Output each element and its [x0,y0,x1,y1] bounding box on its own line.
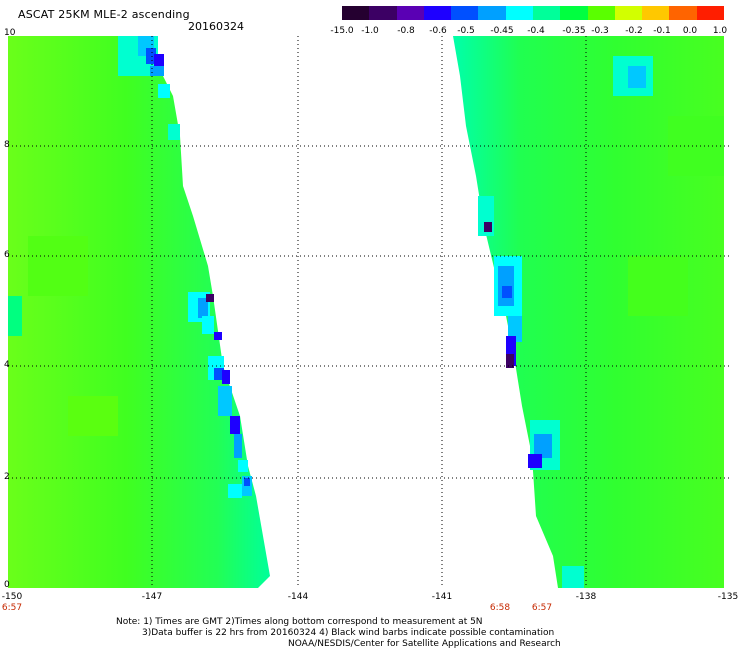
colorbar-swatch [423,6,452,20]
colorbar-labels: -15.0 -1.0 -0.8 -0.6 -0.5 -0.45 -0.4 -0.… [330,26,740,38]
left-swath [8,36,270,588]
colorbar-swatch [560,6,588,20]
lon-label: -141 [431,592,453,602]
right-swath-detail-cells [478,56,724,588]
right-swath [453,36,724,588]
colorbar-swatch [614,6,643,20]
colorbar-swatch [451,6,479,20]
colorbar-label: -0.45 [490,26,514,36]
colorbar-label: -0.4 [527,26,545,36]
colorbar-swatch [696,6,724,20]
colorbar-label: 1.0 [712,26,728,36]
lon-label: -138 [575,592,597,602]
colorbar-swatch [505,6,533,20]
colorbar-label: -0.3 [591,26,609,36]
colorbar-label: -0.1 [653,26,671,36]
colorbar-label: -0.5 [457,26,475,36]
lon-label: -150 [1,592,23,602]
colorbar-swatch [669,6,697,20]
colorbar-label: -15.0 [330,26,354,36]
lon-label: -144 [287,592,309,602]
colorbar-label: -0.8 [397,26,415,36]
lat-label: 8 [4,140,10,150]
pass-time: 6:57 [1,603,23,613]
pass-time: 6:57 [531,603,553,613]
lat-label: 6 [4,250,10,260]
plot-title: ASCAT 25KM MLE-2 ascending [18,8,190,21]
scatterometer-map [8,36,732,588]
lat-label: 10 [4,28,16,38]
lat-lon-grid [8,36,732,588]
colorbar-swatch [642,6,670,20]
colorbar-swatch [532,6,561,20]
colorbar-swatch [342,6,370,20]
footnote-line-1: Note: 1) Times are GMT 2)Times along bot… [116,617,483,627]
plot-date: 20160324 [188,20,244,33]
credit-line: NOAA/NESDIS/Center for Satellite Applica… [288,639,561,649]
colorbar-label: -0.2 [625,26,643,36]
lat-label: 0 [4,580,10,590]
left-swath-edge-cells [8,36,252,498]
lat-label: 2 [4,472,10,482]
footnote-line-2: 3)Data buffer is 22 hrs from 20160324 4)… [142,628,555,638]
colorbar-label: -1.0 [361,26,379,36]
colorbar-swatch [369,6,397,20]
colorbar-label: 0.0 [682,26,698,36]
colorbar-swatch [587,6,615,20]
lat-label: 4 [4,360,10,370]
lon-label: -135 [717,592,739,602]
pass-time: 6:58 [489,603,511,613]
lon-label: -147 [141,592,163,602]
colorbar-swatch [478,6,506,20]
colorbar-label: -0.6 [429,26,447,36]
colorbar [342,6,724,20]
colorbar-swatch [396,6,424,20]
colorbar-label: -0.35 [562,26,586,36]
